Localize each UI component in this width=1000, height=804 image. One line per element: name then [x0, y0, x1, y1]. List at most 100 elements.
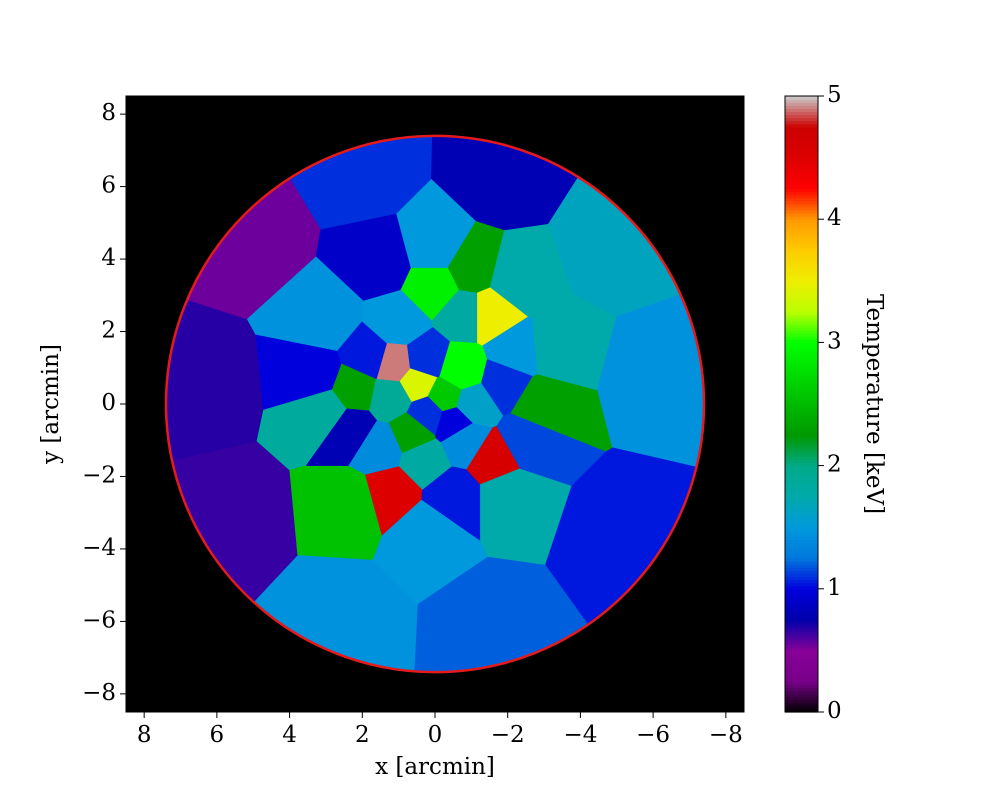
colorbar-swatch: [785, 262, 818, 266]
colorbar-swatch: [785, 521, 818, 525]
colorbar-swatch: [785, 99, 818, 103]
colorbar-swatch: [785, 496, 818, 501]
colorbar-swatch: [785, 117, 818, 122]
colorbar-swatch: [785, 499, 818, 504]
colorbar-frame: [784, 95, 819, 713]
colorbar-swatch: [785, 102, 818, 106]
y-tick-label: 4: [101, 245, 116, 271]
colorbar-swatch: [785, 413, 818, 417]
colorbar-swatch: [785, 687, 818, 692]
y-tick-label: 2: [101, 318, 116, 344]
y-tick-label: −2: [82, 462, 116, 488]
colorbar-swatch: [785, 123, 818, 128]
colorbar-swatch: [785, 681, 818, 685]
colorbar-swatch: [785, 237, 818, 242]
x-tick-label: −6: [636, 722, 670, 748]
colorbar-swatch: [785, 228, 818, 233]
colorbar-swatch: [785, 320, 818, 325]
colorbar-swatch: [785, 139, 818, 143]
colorbar-swatch: [785, 635, 818, 639]
y-tick-label: −6: [82, 607, 116, 633]
colorbar-swatch: [785, 453, 818, 457]
colorbar-swatch: [785, 169, 818, 174]
y-tick-label: −4: [82, 535, 116, 561]
colorbar-swatch: [785, 527, 818, 531]
colorbar-swatch: [785, 598, 818, 602]
colorbar-swatch: [785, 397, 818, 402]
colorbar-swatch: [785, 487, 818, 491]
temperature-cell: [438, 341, 487, 390]
colorbar-swatch: [785, 173, 818, 177]
colorbar-swatch: [785, 142, 818, 146]
colorbar-swatch: [785, 675, 818, 679]
colorbar-swatch: [785, 508, 818, 513]
colorbar-swatch: [785, 514, 818, 519]
colorbar-swatch: [785, 317, 818, 322]
colorbar-swatch: [785, 296, 818, 300]
colorbar-swatch: [785, 573, 818, 578]
colorbar-swatch: [785, 354, 818, 359]
colorbar-swatch: [785, 699, 818, 704]
colorbar-swatch: [785, 628, 818, 633]
colorbar-swatch: [785, 286, 818, 291]
colorbar-swatch: [785, 111, 818, 116]
colorbar-swatch: [785, 702, 818, 707]
colorbar-swatch: [785, 114, 818, 119]
colorbar-swatch: [785, 163, 818, 168]
colorbar-swatch: [785, 379, 818, 384]
temperature-map: [165, 135, 705, 673]
colorbar-swatch: [785, 345, 818, 350]
colorbar-swatch: [785, 631, 818, 636]
colorbar-swatch: [785, 132, 818, 137]
x-tick-label: 0: [428, 722, 443, 748]
colorbar-swatch: [785, 431, 818, 436]
colorbar-swatch: [785, 271, 818, 276]
colorbar-swatch: [785, 471, 818, 476]
y-tick-label: 6: [101, 173, 116, 199]
colorbar-swatch: [785, 253, 818, 257]
x-tick-label: −2: [491, 722, 525, 748]
colorbar-swatch: [785, 558, 818, 562]
colorbar-swatch: [785, 554, 818, 559]
x-tick-label: 8: [137, 722, 152, 748]
colorbar-swatch: [785, 641, 818, 645]
colorbar-swatch: [785, 668, 818, 673]
colorbar-swatch: [785, 616, 818, 621]
y-tick-label: −8: [82, 680, 116, 706]
colorbar-swatch: [785, 579, 818, 584]
colorbar-swatch: [785, 188, 818, 193]
colorbar-swatch: [785, 447, 818, 451]
x-tick-label: 4: [282, 722, 297, 748]
colorbar-swatch: [785, 647, 818, 651]
colorbar-swatch: [785, 376, 818, 380]
colorbar-swatch: [785, 388, 818, 393]
colorbar-tick-label: 2: [827, 452, 842, 478]
colorbar-swatch: [785, 638, 818, 642]
colorbar-swatch: [785, 542, 818, 547]
colorbar-swatch: [785, 136, 818, 140]
colorbar-swatch: [785, 410, 818, 414]
colorbar-swatch: [785, 561, 818, 565]
colorbar-swatch: [785, 108, 818, 112]
colorbar-swatch: [785, 481, 818, 485]
colorbar-swatch: [785, 625, 818, 630]
colorbar-swatch: [785, 517, 818, 522]
colorbar-swatch: [785, 200, 818, 205]
colorbar-swatch: [785, 216, 818, 220]
colorbar-swatch: [785, 351, 818, 356]
colorbar-swatch: [785, 613, 818, 618]
colorbar-swatch: [785, 280, 818, 285]
colorbar-swatch: [785, 246, 818, 251]
colorbar-tick-label: 4: [827, 205, 842, 231]
colorbar-swatch: [785, 311, 818, 316]
colorbar-tick-label: 1: [827, 575, 842, 601]
colorbar-swatch: [785, 656, 818, 661]
colorbar-swatch: [785, 185, 818, 189]
colorbar-swatch: [785, 493, 818, 497]
x-tick-label: −4: [563, 722, 597, 748]
colorbar-swatch: [785, 182, 818, 186]
colorbar-swatch: [785, 96, 818, 100]
colorbar-swatch: [785, 194, 818, 199]
colorbar-swatch: [785, 197, 818, 202]
colorbar-swatch: [785, 437, 818, 442]
